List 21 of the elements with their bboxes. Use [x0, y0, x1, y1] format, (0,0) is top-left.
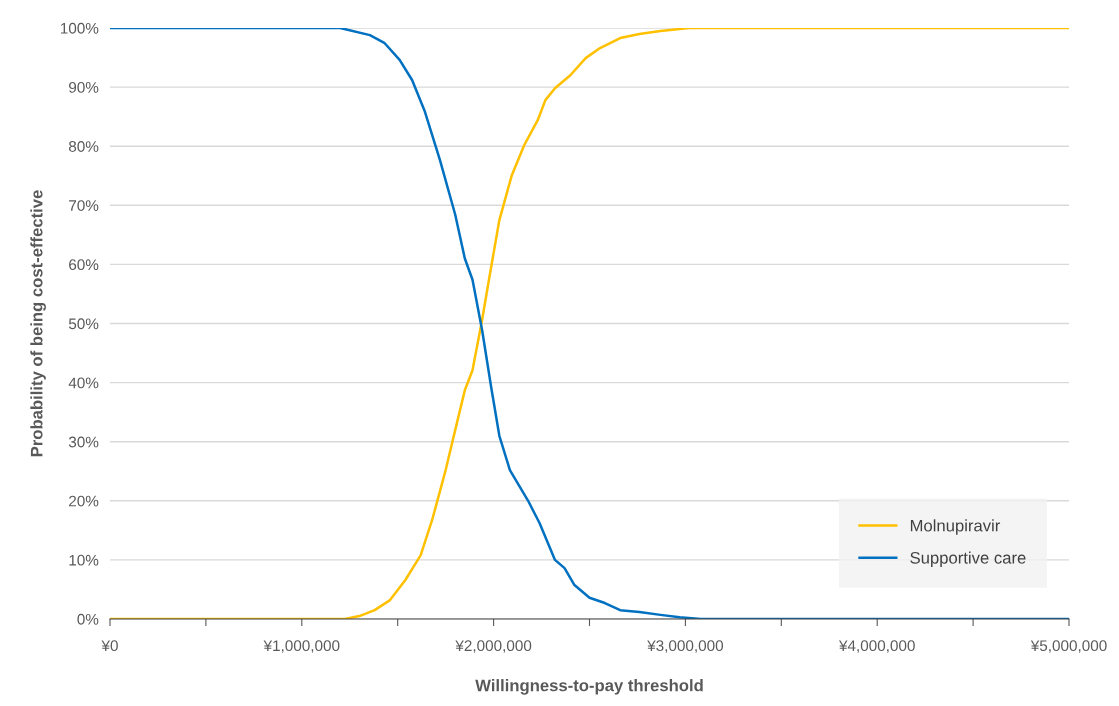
x-tick-label: ¥3,000,000: [647, 640, 724, 653]
x-tick-label: ¥4,000,000: [838, 640, 915, 653]
x-tick-label: ¥0: [101, 640, 118, 652]
y-tick-label: 100%: [60, 22, 99, 34]
y-tick-label: 60%: [69, 259, 99, 271]
x-tick-label: ¥1,000,000: [263, 640, 340, 653]
y-tick-label: 10%: [69, 554, 99, 566]
legend-label: Supportive care: [910, 551, 1026, 568]
x-tick-label: ¥5,000,000: [1030, 640, 1107, 653]
y-tick-label: 70%: [69, 200, 99, 211]
x-tick-label: ¥2,000,000: [455, 640, 532, 653]
y-axis-title: Probability of being cost-effective: [30, 190, 46, 457]
y-tick-label: 40%: [68, 377, 99, 389]
y-tick-label: 20%: [69, 495, 99, 507]
legend-label: Molnupiravir: [910, 519, 1001, 535]
y-tick-label: 80%: [68, 141, 99, 152]
y-tick-label: 90%: [69, 81, 99, 93]
y-tick-label: 50%: [68, 318, 99, 330]
y-tick-label: 0%: [77, 613, 99, 625]
y-tick-label: 30%: [68, 436, 99, 448]
x-axis-title: Willingness-to-pay threshold: [475, 679, 703, 695]
